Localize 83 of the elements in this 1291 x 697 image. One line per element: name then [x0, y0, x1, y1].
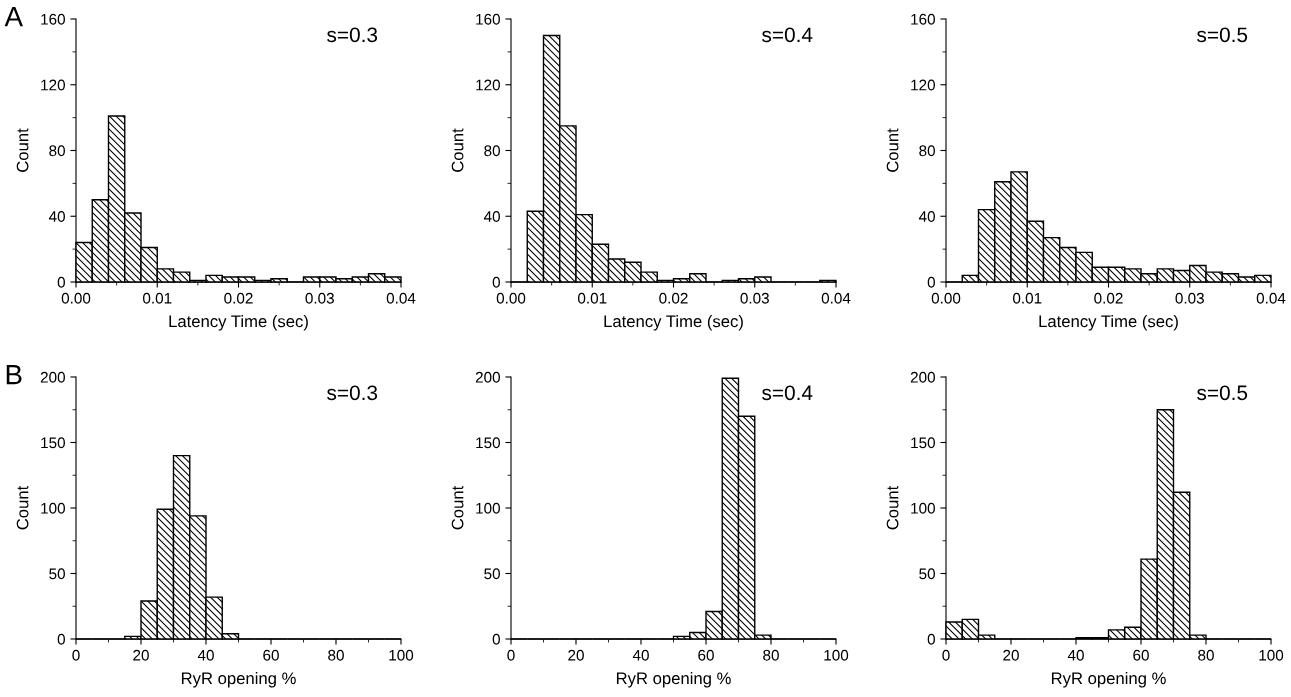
- y-tick-label: 0: [57, 276, 65, 288]
- y-axis-title: Count: [451, 128, 464, 172]
- x-tick-label: 0.02: [1094, 292, 1123, 304]
- x-tick-label: 60: [1133, 649, 1149, 661]
- y-tick-label: 150: [41, 437, 65, 449]
- x-tick-label: 0.00: [496, 292, 526, 304]
- y-tick-label: 100: [476, 502, 500, 514]
- x-tick-label: 0.00: [61, 292, 91, 304]
- y-axis-title: Count: [16, 485, 29, 530]
- x-axis-title: Latency Time (sec): [1039, 314, 1178, 331]
- y-tick-label: 50: [484, 568, 500, 580]
- x-tick-label: 0.03: [1175, 292, 1204, 304]
- chart-title: s=0.4: [762, 27, 813, 43]
- y-tick-label: 160: [41, 13, 65, 25]
- y-axis-title: Count: [886, 485, 899, 530]
- x-tick-label: 0.03: [740, 292, 769, 304]
- y-tick-label: 0: [927, 633, 935, 645]
- x-tick-label: 0: [72, 649, 80, 661]
- text: A: [4, 7, 23, 27]
- x-tick-label: 20: [1003, 649, 1019, 661]
- y-tick-label: 0: [927, 276, 935, 288]
- y-tick-label: 100: [41, 502, 65, 514]
- x-tick-label: 0.02: [224, 292, 253, 304]
- x-tick-label: 20: [133, 649, 149, 661]
- text: B: [6, 365, 22, 385]
- y-tick-label: 100: [911, 502, 935, 514]
- x-tick-label: 0.00: [931, 292, 961, 304]
- y-tick-label: 0: [57, 633, 65, 645]
- x-axis-title: RyR opening %: [616, 671, 731, 688]
- y-tick-label: 200: [910, 371, 935, 383]
- x-tick-label: 100: [1259, 649, 1284, 661]
- x-tick-label: 80: [763, 649, 779, 661]
- x-tick-label: 0.01: [142, 292, 172, 304]
- x-tick-label: 0.04: [1256, 292, 1286, 304]
- y-tick-label: 0: [492, 633, 500, 645]
- y-tick-label: 120: [476, 79, 500, 91]
- y-tick-label: 150: [476, 437, 500, 449]
- x-tick-label: 20: [568, 649, 584, 661]
- x-tick-label: 0.04: [821, 292, 851, 304]
- y-axis-title: Count: [886, 128, 899, 172]
- x-tick-label: 0.04: [386, 292, 416, 304]
- chart-title: s=0.3: [327, 27, 378, 43]
- y-tick-label: 160: [911, 13, 935, 25]
- y-tick-label: 40: [483, 211, 500, 222]
- x-tick-label: 100: [824, 649, 849, 661]
- y-tick-label: 40: [918, 211, 935, 222]
- chart-title: s=0.3: [327, 385, 378, 401]
- y-axis-title: Count: [16, 128, 29, 172]
- y-tick-label: 80: [919, 145, 935, 157]
- x-tick-label: 40: [632, 649, 649, 661]
- x-axis-title: Latency Time (sec): [604, 314, 743, 331]
- x-tick-label: 40: [1067, 649, 1084, 661]
- x-axis-title: Latency Time (sec): [169, 314, 308, 331]
- chart-title: s=0.4: [762, 385, 813, 401]
- y-tick-label: 0: [492, 276, 500, 288]
- y-tick-label: 200: [475, 371, 500, 383]
- y-tick-label: 120: [41, 79, 65, 91]
- y-tick-label: 50: [49, 568, 65, 580]
- y-axis-title: Count: [451, 485, 464, 530]
- chart-title: s=0.5: [1197, 385, 1248, 401]
- x-tick-label: 80: [328, 649, 344, 661]
- x-tick-label: 60: [263, 649, 279, 661]
- x-tick-label: 100: [389, 649, 414, 661]
- x-tick-label: 0: [507, 649, 515, 661]
- x-tick-label: 0: [942, 649, 950, 661]
- x-tick-label: 0.03: [305, 292, 334, 304]
- x-tick-label: 0.01: [577, 292, 607, 304]
- chart-title: s=0.5: [1197, 27, 1248, 43]
- x-axis-title: RyR opening %: [1051, 671, 1166, 688]
- y-tick-label: 50: [919, 568, 935, 580]
- y-tick-label: 80: [484, 145, 500, 157]
- x-tick-label: 60: [698, 649, 714, 661]
- y-tick-label: 120: [911, 79, 935, 91]
- x-tick-label: 0.02: [659, 292, 688, 304]
- x-axis-title: RyR opening %: [181, 671, 296, 688]
- x-tick-label: 80: [1198, 649, 1214, 661]
- y-tick-label: 40: [48, 211, 65, 222]
- y-tick-label: 80: [49, 145, 65, 157]
- y-tick-label: 160: [476, 13, 500, 25]
- y-tick-label: 200: [40, 371, 65, 383]
- x-tick-label: 40: [197, 649, 214, 661]
- y-tick-label: 150: [911, 437, 935, 449]
- x-tick-label: 0.01: [1012, 292, 1042, 304]
